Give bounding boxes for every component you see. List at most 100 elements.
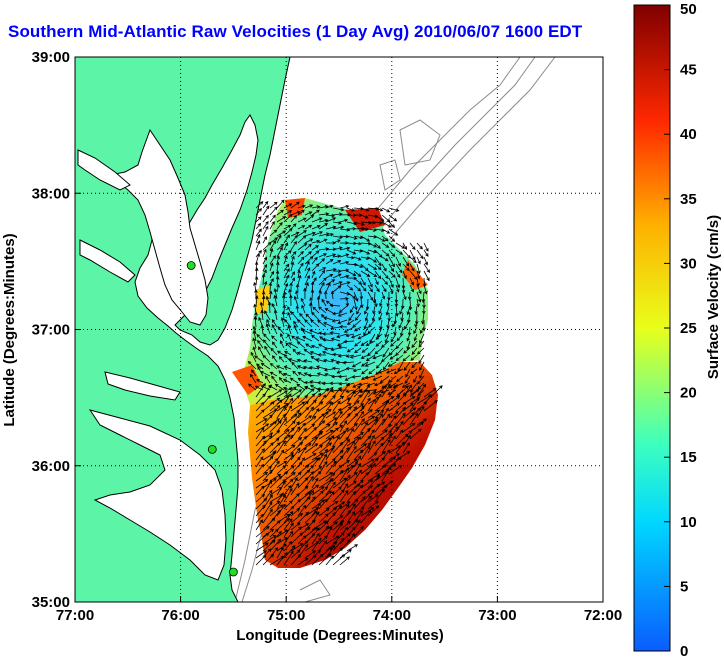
velocity-vector [339, 212, 352, 217]
velocity-vector [269, 255, 276, 265]
velocity-vector [304, 274, 310, 286]
velocity-vector [419, 333, 425, 345]
velocity-vector [283, 427, 295, 440]
velocity-vector [346, 490, 357, 503]
velocity-vector [290, 512, 304, 524]
velocity-vector [395, 256, 401, 267]
velocity-vector [402, 256, 410, 267]
velocity-vector [353, 432, 364, 440]
velocity-vector [254, 276, 259, 286]
velocity-vector [353, 510, 363, 524]
velocity-vector [325, 526, 333, 538]
velocity-vector [318, 238, 328, 244]
velocity-vector [288, 358, 299, 363]
velocity-vector [297, 435, 308, 447]
velocity-vector [262, 539, 276, 552]
velocity-vector [419, 326, 425, 334]
velocity-vector [388, 284, 394, 294]
velocity-vector [325, 386, 334, 398]
velocity-vector [304, 319, 313, 328]
velocity-vector [262, 241, 272, 251]
velocity-vector [255, 216, 262, 223]
velocity-vector [374, 207, 384, 212]
velocity-vector [262, 421, 278, 433]
velocity-vector [368, 368, 376, 375]
velocity-vector [311, 270, 316, 279]
velocity-vector [318, 513, 329, 524]
velocity-vector [295, 336, 306, 342]
velocity-vector [311, 511, 320, 524]
velocity-vector [323, 358, 334, 363]
velocity-vector [311, 466, 323, 475]
velocity-vector [318, 423, 331, 433]
velocity-vector [381, 228, 391, 234]
velocity-vector [311, 413, 325, 426]
velocity-vector [264, 345, 271, 356]
velocity-vector [416, 256, 421, 265]
velocity-vector [255, 554, 267, 566]
velocity-vector [290, 482, 300, 496]
velocity-vector [360, 249, 371, 255]
velocity-vector [304, 427, 317, 440]
colorbar-tick-label: 30 [680, 255, 697, 272]
velocity-vector [374, 277, 379, 286]
velocity-vector [250, 373, 257, 384]
velocity-vector [269, 538, 282, 552]
velocity-vector [381, 263, 387, 272]
velocity-vector [262, 214, 269, 223]
velocity-vector [315, 365, 327, 370]
velocity-vector [285, 342, 292, 349]
velocity-vector [346, 207, 356, 212]
velocity-vectors [247, 199, 443, 566]
velocity-vector [323, 316, 334, 321]
velocity-vector [287, 306, 292, 314]
velocity-vector [337, 319, 348, 325]
velocity-vector [381, 399, 390, 412]
velocity-vector [349, 354, 362, 359]
velocity-vector [318, 343, 327, 349]
velocity-vector [304, 214, 315, 223]
velocity-vector [262, 263, 268, 272]
velocity-vector [297, 469, 311, 482]
velocity-vector [290, 234, 298, 244]
velocity-vector [388, 263, 395, 273]
velocity-vector [365, 340, 376, 346]
velocity-vector [395, 420, 404, 433]
velocity-vector [282, 294, 286, 307]
velocity-vector [339, 503, 350, 517]
x-tick-label: 75:00 [267, 607, 305, 624]
velocity-vector [378, 368, 390, 374]
velocity-vector [416, 375, 425, 385]
sound-water [88, 409, 227, 581]
velocity-vector [255, 207, 262, 216]
x-axis-label: Longitude (Degrees:Minutes) [236, 627, 444, 644]
velocity-vector [416, 347, 425, 355]
velocity-vector [367, 500, 379, 510]
velocity-vector [287, 311, 292, 321]
velocity-vector [353, 506, 365, 517]
velocity-vector [309, 302, 313, 314]
velocity-vector [297, 415, 313, 426]
velocity-vector [283, 225, 292, 230]
velocity-vector [375, 361, 383, 369]
velocity-vector [365, 354, 376, 362]
velocity-vector [278, 377, 285, 384]
velocity-vector [332, 554, 346, 566]
velocity-hotspot [402, 260, 428, 290]
velocity-vector [410, 368, 418, 375]
velocity-vector [331, 366, 341, 371]
velocity-vector [297, 511, 309, 524]
velocity-vector [318, 306, 327, 314]
velocity-vector [388, 395, 401, 405]
velocity-vector [318, 258, 325, 265]
velocity-vector [260, 324, 265, 335]
velocity-vector [255, 440, 267, 454]
velocity-vector [255, 513, 264, 524]
velocity-vector [304, 243, 312, 251]
velocity-vector [339, 489, 349, 503]
velocity-vector [381, 423, 392, 433]
velocity-vector [413, 326, 418, 335]
velocity-vector [252, 337, 257, 349]
velocity-vector [262, 414, 273, 426]
velocity-vector [276, 222, 283, 230]
